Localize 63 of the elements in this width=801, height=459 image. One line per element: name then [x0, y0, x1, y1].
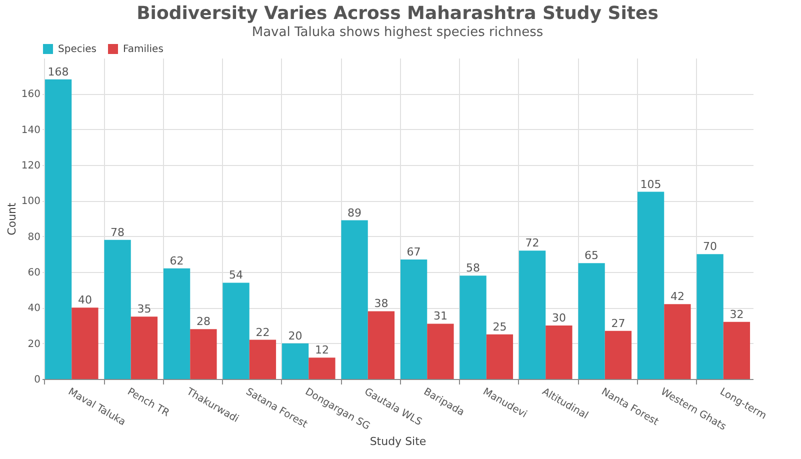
y-tick-label: 100 [21, 196, 40, 208]
chart-subtitle: Maval Taluka shows highest species richness [252, 25, 544, 40]
bar [282, 343, 309, 379]
bar [486, 334, 514, 379]
data-label: 67 [406, 246, 421, 259]
bar [637, 192, 664, 379]
y-tick-label: 160 [21, 89, 40, 100]
chart-title: Biodiversity Varies Across Maharashtra Study Sites [136, 3, 658, 24]
data-label: 22 [256, 326, 270, 339]
y-tick-label: 60 [28, 268, 40, 278]
bar [72, 308, 98, 379]
bar [460, 276, 486, 379]
data-label: 105 [640, 178, 662, 191]
bar [604, 330, 632, 379]
y-tick-label: 80 [28, 232, 40, 243]
data-label: 31 [433, 310, 448, 323]
bar [249, 340, 276, 379]
bar [44, 79, 72, 379]
data-label: 72 [525, 236, 540, 250]
data-label: 58 [466, 262, 480, 275]
y-tick-label: 20 [28, 338, 40, 350]
bar [546, 326, 572, 379]
y-tick-label: 40 [28, 303, 40, 314]
data-label: 168 [48, 65, 69, 78]
y-tick-label: 120 [21, 160, 40, 172]
data-label: 30 [552, 312, 566, 324]
data-label: 32 [730, 308, 744, 321]
bar [130, 316, 158, 379]
data-label: 25 [492, 320, 507, 334]
data-label: 40 [78, 294, 92, 307]
bar [400, 260, 428, 379]
bar [222, 282, 250, 379]
bar [578, 263, 605, 379]
y-tick-label: 140 [21, 124, 40, 136]
data-label: 70 [703, 240, 718, 254]
bar [664, 304, 691, 379]
bar [341, 220, 368, 379]
bar [368, 311, 395, 379]
legend-label: Families [123, 44, 164, 55]
x-axis-title: Study Site [370, 434, 426, 448]
bar [696, 254, 724, 379]
y-axis-title: Count [5, 202, 18, 236]
data-label: 20 [288, 329, 302, 342]
data-label: 62 [170, 254, 184, 268]
bar [308, 358, 336, 379]
data-label: 65 [584, 249, 599, 262]
legend-label: Species [58, 44, 96, 55]
bar [518, 250, 546, 379]
bar [163, 268, 190, 379]
data-label: 28 [196, 315, 210, 328]
data-label: 35 [137, 302, 152, 316]
data-label: 54 [229, 268, 244, 282]
data-label: 38 [374, 297, 388, 310]
data-label: 89 [348, 206, 362, 220]
data-label: 27 [611, 316, 626, 330]
bar [190, 329, 217, 379]
y-tick-label: 0 [34, 374, 40, 386]
data-label: 12 [314, 344, 329, 357]
data-label: 78 [110, 226, 125, 239]
bar [104, 240, 131, 379]
data-label: 42 [670, 290, 684, 304]
bar [723, 322, 750, 379]
bar [427, 324, 454, 379]
